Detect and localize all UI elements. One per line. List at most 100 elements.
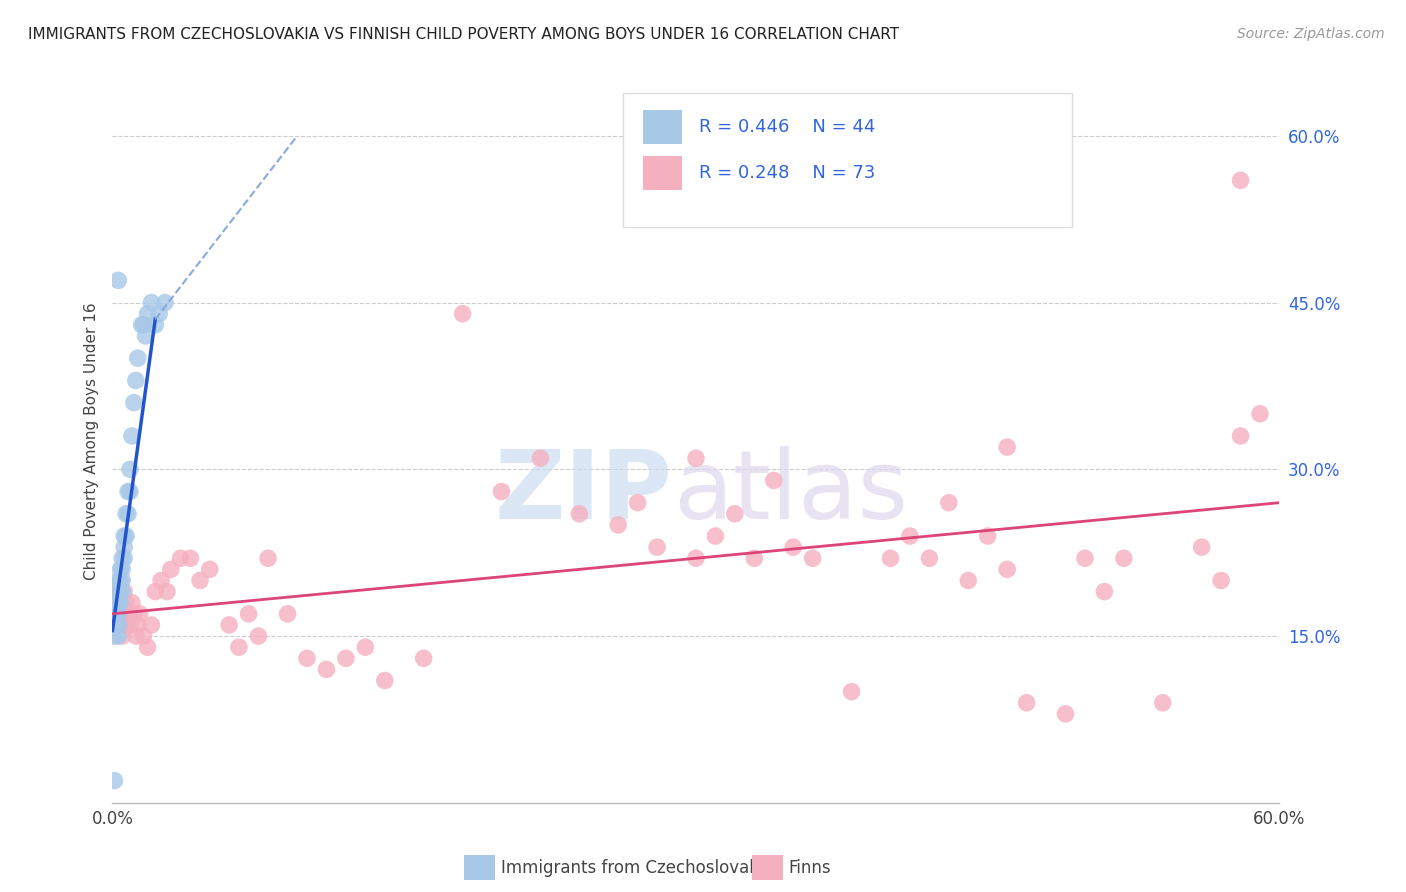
Point [117,484,139,499]
Point [247,629,270,643]
Point [762,474,785,488]
Text: Immigrants from Czechoslovakia: Immigrants from Czechoslovakia [501,859,773,877]
Point [976,529,998,543]
Point [115,596,138,610]
Point [957,574,980,588]
Point [529,451,551,466]
Point [148,307,170,321]
Point [111,596,134,610]
Point [685,551,707,566]
Point [276,607,298,621]
Point [1249,407,1271,421]
Point [841,684,863,698]
Point [110,562,132,576]
Point [110,596,132,610]
Point [335,651,357,665]
Text: R = 0.248    N = 73: R = 0.248 N = 73 [699,164,876,182]
Point [141,295,163,310]
Point [103,773,125,788]
Point [110,584,132,599]
Text: Finns: Finns [789,859,831,877]
Point [179,551,201,566]
Point [156,584,179,599]
Point [1112,551,1135,566]
Point [103,629,125,643]
Point [627,496,650,510]
Point [105,584,128,599]
Point [112,551,135,566]
Point [110,596,132,610]
Y-axis label: Child Poverty Among Boys Under 16: Child Poverty Among Boys Under 16 [84,302,100,581]
Point [879,551,901,566]
Point [111,574,134,588]
Point [136,307,159,321]
Point [257,551,280,566]
Point [218,618,240,632]
Point [645,540,668,554]
Point [125,373,148,387]
Point [107,574,129,588]
Point [131,318,153,332]
Point [938,496,960,510]
Point [110,574,132,588]
Point [685,451,707,466]
Point [1074,551,1097,566]
Point [1152,696,1174,710]
Point [103,596,125,610]
Point [374,673,396,688]
Point [1191,540,1213,554]
Point [122,395,145,409]
Point [115,507,138,521]
Point [111,584,134,599]
Point [238,607,260,621]
Point [1229,429,1251,443]
Point [801,551,824,566]
Point [117,607,139,621]
Point [105,618,128,632]
Point [136,640,159,655]
Point [228,640,250,655]
Point [160,562,183,576]
Point [107,618,129,632]
Point [103,607,125,621]
Point [295,651,318,665]
Point [132,318,155,332]
Point [1209,574,1232,588]
Point [111,562,134,576]
Point [107,273,129,287]
Point [995,440,1018,454]
Point [169,551,191,566]
Point [127,618,149,632]
Point [1094,584,1116,599]
Point [143,584,166,599]
Point [118,462,141,476]
Point [107,584,129,599]
Point [115,618,138,632]
Point [451,307,474,321]
Point [198,562,221,576]
Point [898,529,921,543]
Point [127,351,149,366]
Point [188,574,211,588]
Point [118,484,141,499]
Point [121,596,143,610]
Point [118,618,141,632]
Text: R = 0.446    N = 44: R = 0.446 N = 44 [699,118,876,136]
Point [315,662,337,676]
Text: Source: ZipAtlas.com: Source: ZipAtlas.com [1237,27,1385,41]
Point [122,607,145,621]
Point [995,562,1018,576]
Point [1054,706,1077,721]
Point [724,507,747,521]
Point [111,629,134,643]
Point [141,618,163,632]
Point [153,295,176,310]
Point [107,607,129,621]
Point [568,507,591,521]
Point [782,540,804,554]
Point [132,629,155,643]
Point [704,529,727,543]
Point [117,507,139,521]
Text: IMMIGRANTS FROM CZECHOSLOVAKIA VS FINNISH CHILD POVERTY AMONG BOYS UNDER 16 CORR: IMMIGRANTS FROM CZECHOSLOVAKIA VS FINNIS… [28,27,900,42]
Point [121,429,143,443]
